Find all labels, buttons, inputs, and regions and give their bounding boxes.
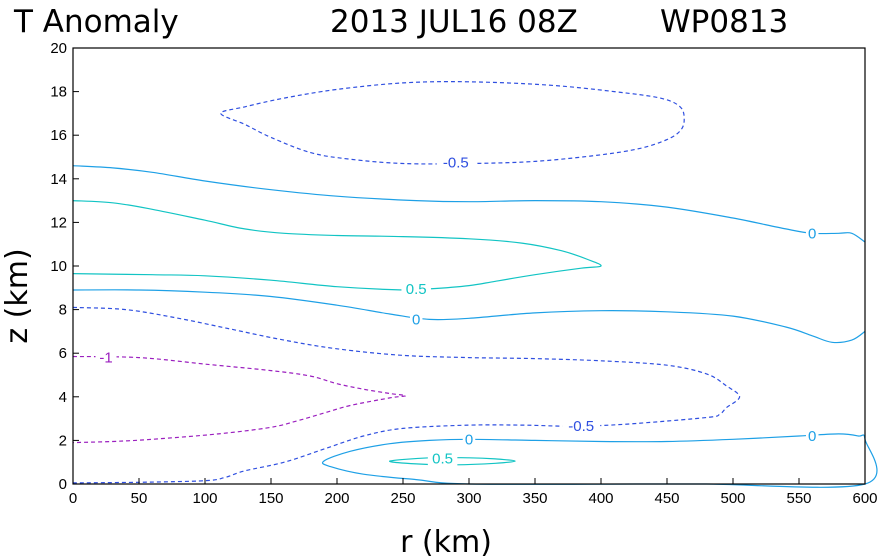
y-tick-label: 0 — [59, 476, 67, 493]
contour-level-neg0p5-4 — [72, 306, 741, 484]
contour-label: -1 — [99, 350, 112, 367]
contour-label-bg — [805, 428, 819, 445]
y-tick-label: 4 — [59, 389, 67, 406]
title-datetime: 2013 JUL16 08Z — [330, 4, 578, 40]
x-tick-label: 450 — [654, 490, 679, 507]
contour-labels: -0.5 0 0.5 0 -1 -0.5 0 0.5 0 — [95, 154, 819, 467]
x-tick-label: 250 — [390, 490, 415, 507]
title-storm-id: WP0813 — [660, 4, 788, 40]
contour-label-bg — [409, 311, 423, 328]
x-tick-label: 0 — [69, 490, 77, 507]
contour-label-bg — [462, 431, 476, 448]
title-variable: T Anomaly — [13, 4, 179, 40]
contour-level-0p5-2 — [72, 200, 602, 291]
contour-label: -0.5 — [443, 154, 469, 171]
y-tick-label: 6 — [59, 345, 67, 362]
contour-label-bg — [805, 225, 819, 242]
x-axis: 0 50 100 150 200 250 300 350 400 450 500 550 600 — [69, 478, 878, 507]
y-axis: 0 2 4 6 8 10 12 14 16 18 20 — [50, 40, 79, 493]
y-tick-label: 8 — [59, 302, 67, 319]
x-tick-label: 50 — [131, 490, 148, 507]
y-tick-label: 16 — [50, 127, 67, 144]
contour-lines — [72, 81, 878, 488]
contour-label: 0 — [465, 431, 473, 448]
x-tick-label: 300 — [456, 490, 481, 507]
contour-label-bg — [562, 418, 601, 435]
contour-level-neg1-5 — [72, 355, 407, 444]
x-tick-label: 100 — [192, 490, 217, 507]
contour-level-0-1 — [72, 165, 866, 243]
contour-level-0-3 — [72, 289, 866, 344]
x-tick-label: 500 — [720, 490, 745, 507]
x-tick-label: 550 — [786, 490, 811, 507]
contour-label-bg — [95, 349, 117, 366]
y-tick-label: 10 — [50, 258, 67, 275]
x-tick-label: 200 — [324, 490, 349, 507]
contour-level-0-6 — [321, 433, 878, 488]
contour-label: 0 — [412, 311, 420, 328]
x-tick-label: 400 — [588, 490, 613, 507]
contour-label: -0.5 — [568, 418, 594, 435]
y-tick-label: 12 — [50, 214, 67, 231]
y-axis-label: z (km) — [0, 248, 35, 343]
x-tick-label: 150 — [258, 490, 283, 507]
y-tick-label: 18 — [50, 84, 67, 101]
contour-label-bg — [427, 450, 458, 467]
contour-label: 0 — [808, 225, 816, 242]
contour-label: 0.5 — [432, 450, 453, 467]
contour-label: 0.5 — [406, 281, 427, 298]
x-axis-label: r (km) — [400, 525, 492, 559]
plot-frame — [72, 47, 866, 485]
contour-label-bg — [436, 154, 475, 171]
x-tick-label: 350 — [522, 490, 547, 507]
y-tick-label: 20 — [50, 40, 67, 57]
contour-label: 0 — [808, 428, 816, 445]
y-tick-label: 14 — [50, 171, 67, 188]
x-tick-label: 600 — [852, 490, 877, 507]
y-tick-label: 2 — [59, 432, 67, 449]
contour-label-bg — [401, 280, 431, 297]
contour-level-neg0p5-0 — [220, 81, 685, 165]
